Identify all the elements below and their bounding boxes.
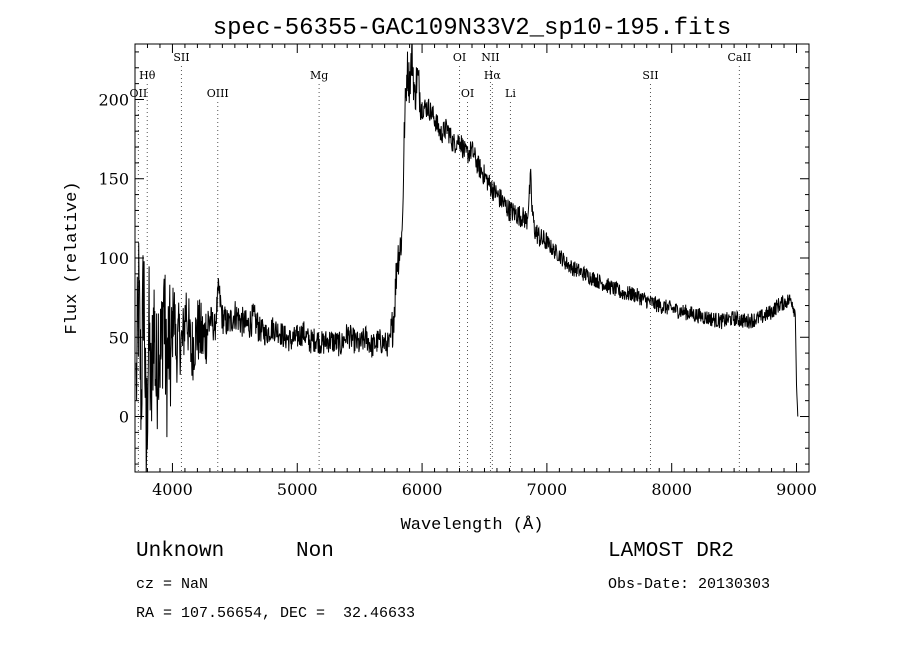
cz-value: cz = NaN xyxy=(136,576,209,593)
y-tick-label: 200 xyxy=(98,90,129,109)
y-tick-label: 100 xyxy=(98,249,129,268)
ra-dec-value: RA = 107.56654, DEC = 32.46633 xyxy=(136,605,416,622)
line-marker-label: OII xyxy=(130,87,148,100)
x-tick-label: 5000 xyxy=(277,480,318,499)
line-marker-label: NII xyxy=(481,51,499,64)
y-tick-label: 0 xyxy=(119,408,129,427)
x-tick-label: 8000 xyxy=(651,480,692,499)
spectrum-line xyxy=(135,44,799,472)
x-tick-label: 9000 xyxy=(776,480,817,499)
class-label: Unknown xyxy=(136,540,225,563)
line-marker-label: Hα xyxy=(484,69,502,82)
line-marker-label: SII xyxy=(642,69,658,82)
line-marker-label: OI xyxy=(461,87,474,100)
chart-title: spec-56355-GAC109N33V2_sp10-195.fits xyxy=(213,15,731,42)
x-tick-label: 4000 xyxy=(152,480,193,499)
y-axis-label: Flux (relative) xyxy=(63,181,82,334)
obs-date: Obs-Date: 20130303 xyxy=(608,576,771,593)
y-tick-label: 50 xyxy=(109,328,129,347)
line-marker-label: Mg xyxy=(310,69,328,82)
x-axis-label: Wavelength (Å) xyxy=(401,516,544,535)
line-marker-label: CaII xyxy=(728,51,752,64)
line-marker-label: OIII xyxy=(207,87,229,100)
line-marker-label: SII xyxy=(173,51,189,64)
subclass-label: Non xyxy=(296,540,334,563)
x-tick-label: 6000 xyxy=(402,480,443,499)
axis-tick-layer: 4000 5000 6000 7000 8000 9000 0 50 100 150 200 xyxy=(98,44,817,499)
y-tick-label: 150 xyxy=(98,170,129,189)
x-tick-label: 7000 xyxy=(527,480,568,499)
survey-label: LAMOST DR2 xyxy=(608,540,735,563)
line-marker-label: OI xyxy=(453,51,466,64)
line-marker-label: Hθ xyxy=(139,69,156,82)
line-marker-label: Li xyxy=(505,87,516,100)
plot-frame xyxy=(134,43,810,473)
